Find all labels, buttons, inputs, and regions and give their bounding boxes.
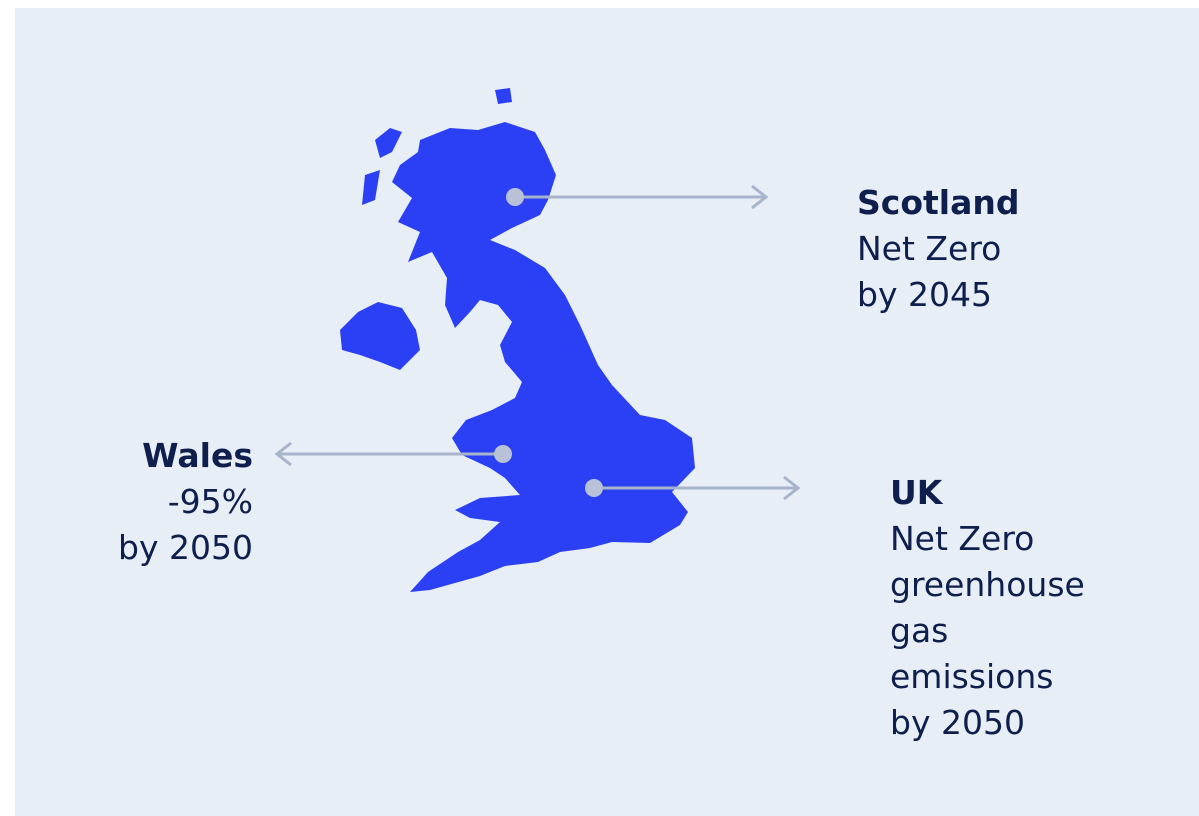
arrowhead <box>751 184 769 210</box>
region-text: gas <box>890 611 948 650</box>
region-name: Wales <box>142 436 253 475</box>
uk-map <box>340 88 695 592</box>
region-text: by 2045 <box>857 275 992 314</box>
region-name: Scotland <box>857 183 1019 222</box>
marker-dot <box>494 445 512 463</box>
arrowhead <box>783 475 801 501</box>
marker-dot <box>585 479 603 497</box>
region-text: emissions <box>890 657 1053 696</box>
region-text: by 2050 <box>890 703 1025 742</box>
region-text: greenhouse <box>890 565 1085 604</box>
arrowhead <box>274 441 292 467</box>
region-text: -95% <box>168 482 253 521</box>
marker-dot <box>506 188 524 206</box>
northern-ireland <box>340 302 420 370</box>
region-name: UK <box>890 473 944 512</box>
region-text: Net Zero <box>857 229 1001 268</box>
great-britain <box>392 122 695 592</box>
region-text: by 2050 <box>118 528 253 567</box>
region-text: Net Zero <box>890 519 1034 558</box>
hebrides <box>362 88 512 205</box>
